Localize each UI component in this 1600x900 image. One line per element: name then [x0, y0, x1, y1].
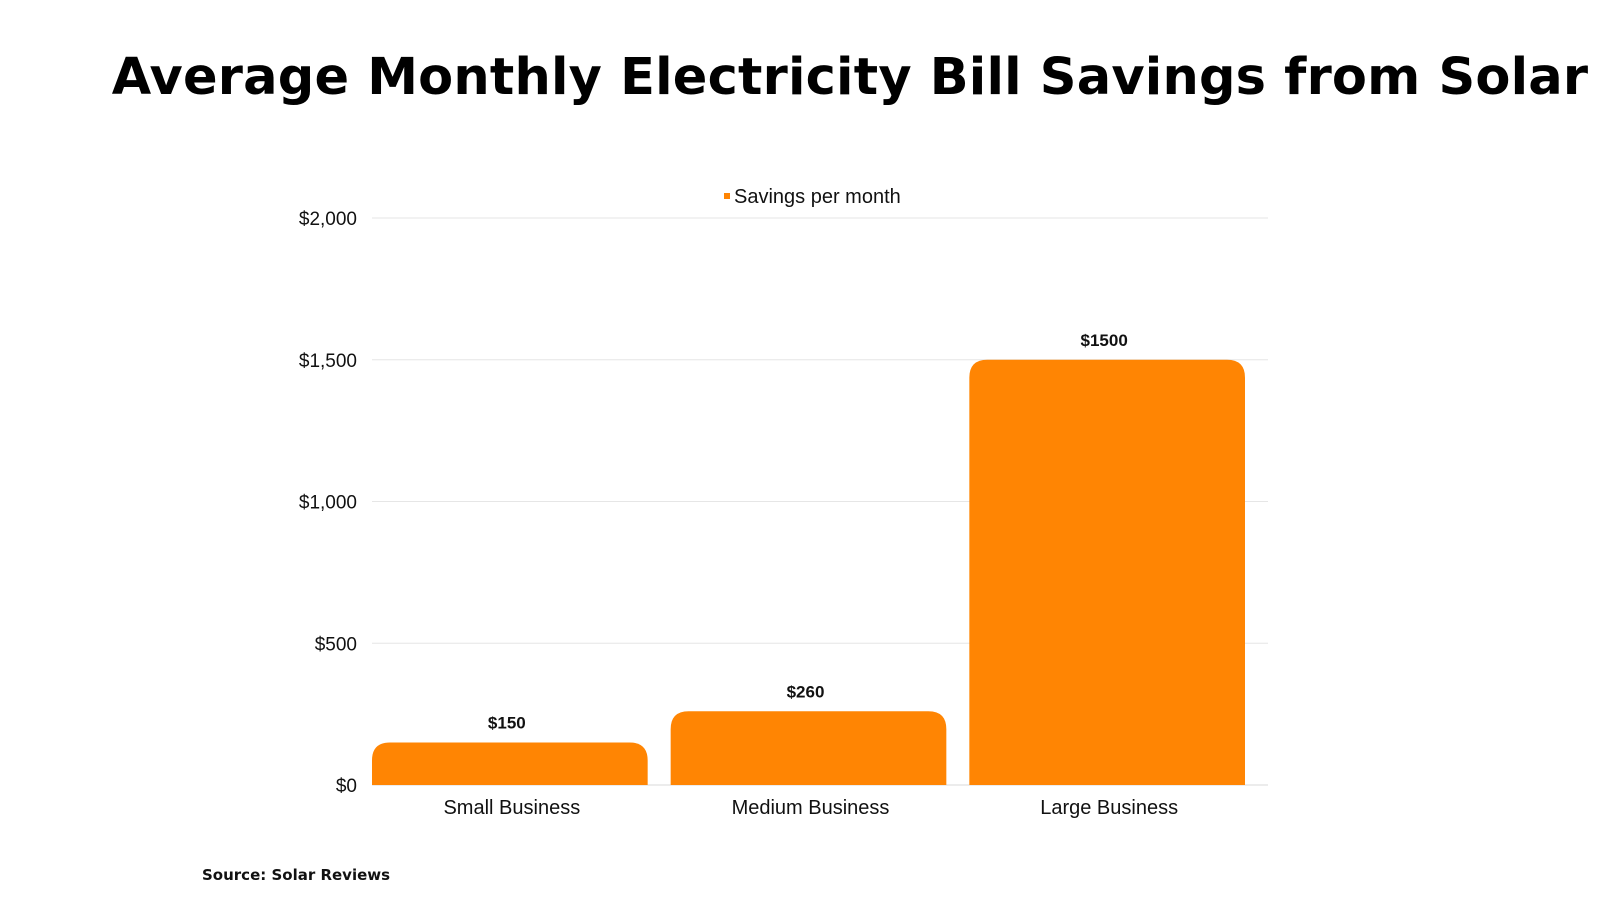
data-label: $260	[787, 682, 825, 701]
data-labels: $150 $260 $1500	[488, 331, 1128, 733]
y-tick-label: $1,000	[299, 493, 357, 514]
y-axis-ticks: $0 $500 $1,000 $1,500 $2,000	[299, 209, 357, 797]
bar-medium-business[interactable]	[670, 711, 947, 785]
y-tick-label: $500	[315, 634, 357, 655]
x-axis-ticks: Small Business Medium Business Large Busin…	[443, 797, 1178, 819]
y-tick-label: $0	[336, 776, 357, 797]
x-tick-label: Large Business	[1040, 797, 1178, 819]
legend[interactable]: Savings per month	[724, 186, 901, 208]
source-note: Source: Solar Reviews	[202, 866, 391, 884]
legend-label: Savings per month	[734, 186, 901, 208]
data-label: $1500	[1081, 331, 1128, 350]
x-tick-label: Medium Business	[732, 797, 890, 819]
bar-small-business[interactable]	[372, 742, 648, 785]
x-tick-label: Small Business	[443, 797, 580, 819]
bar-large-business[interactable]	[969, 359, 1245, 785]
y-tick-label: $2,000	[299, 209, 357, 230]
legend-swatch	[724, 193, 730, 199]
chart-title: Average Monthly Electricity Bill Savings…	[111, 48, 1589, 107]
bars	[372, 359, 1245, 785]
data-label: $150	[488, 713, 526, 732]
y-tick-label: $1,500	[299, 351, 357, 372]
